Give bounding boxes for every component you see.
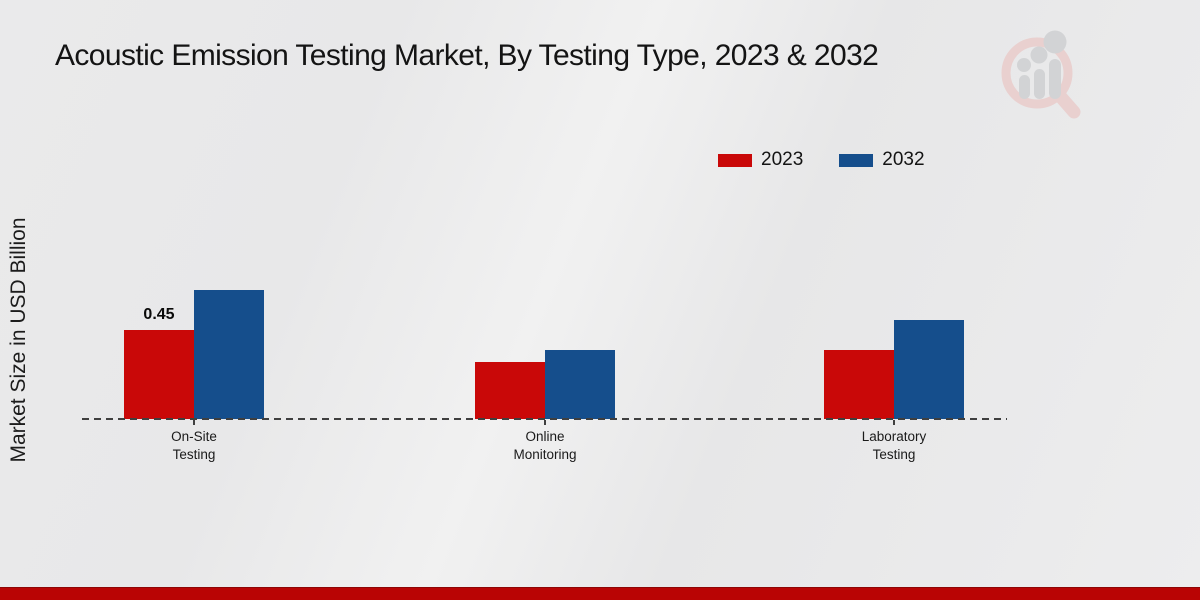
legend: 2023 2032 xyxy=(718,149,925,171)
magnifier-bar-chart-logo-icon xyxy=(996,28,1084,125)
bar-2023-on-site-testing xyxy=(124,330,194,419)
x-axis-tick xyxy=(893,420,895,425)
legend-swatch-2023-icon xyxy=(718,153,752,167)
x-axis-line xyxy=(82,418,1007,420)
x-axis-tick xyxy=(193,420,195,425)
bar-2032-on-site-testing xyxy=(194,290,264,419)
legend-label-2023: 2023 xyxy=(761,149,804,170)
y-axis-label: Market Size in USD Billion xyxy=(7,217,30,463)
bar-2032-laboratory-testing xyxy=(894,320,964,419)
bar-2023-laboratory-testing xyxy=(824,350,894,419)
x-axis-label-laboratory-testing: Laboratory Testing xyxy=(861,429,927,462)
x-axis-label-on-site-testing: On-Site Testing xyxy=(171,429,217,462)
chart-title: Acoustic Emission Testing Market, By Tes… xyxy=(55,39,879,72)
legend-item-2023: 2023 xyxy=(718,149,803,171)
legend-swatch-2032-icon xyxy=(839,153,874,167)
x-axis-tick xyxy=(544,420,546,425)
data-label-2023-on-site-testing: 0.45 xyxy=(143,306,175,323)
x-axis-label-online-monitoring: Online Monitoring xyxy=(513,429,577,462)
bar-2032-online-monitoring xyxy=(545,350,615,419)
bar-2023-online-monitoring xyxy=(475,362,545,419)
legend-item-2032: 2032 xyxy=(839,149,925,171)
legend-label-2032: 2032 xyxy=(882,149,925,170)
footer-accent-bar xyxy=(0,587,1200,600)
